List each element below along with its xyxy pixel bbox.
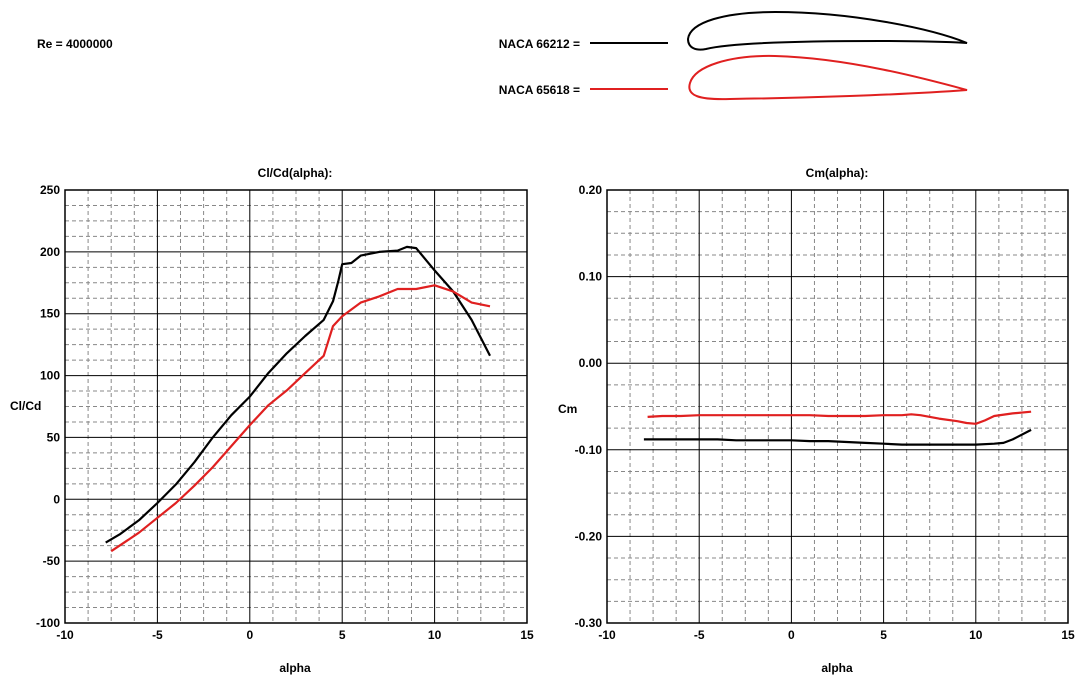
x-tick-label: 0 [246,628,253,642]
x-tick-label: 10 [428,628,442,642]
x-axis-label: alpha [279,661,311,675]
x-tick-label: -5 [694,628,705,642]
y-tick-label: 50 [47,430,61,444]
y-tick-label: 100 [40,369,60,383]
y-tick-label: 200 [40,245,60,259]
x-axis-label: alpha [821,661,853,675]
reynolds-number-label: Re = 4000000 [37,37,113,51]
y-tick-label: 0 [53,492,60,506]
y-tick-label: 0.20 [579,183,603,197]
series-line-naca-66212 [643,428,1032,446]
minor-grid [65,190,527,623]
y-tick-label: -0.10 [575,443,603,457]
cl-cd-chart: Cl/Cd(alpha): Cl/Cd alpha -10 -5 0 5 10 15-10… [10,166,534,675]
x-tick-label: 15 [520,628,534,642]
y-axis-label: Cl/Cd [10,399,41,413]
series-line-naca-65618 [647,410,1032,425]
y-tick-label: 0.10 [579,270,603,284]
y-tick-label: -50 [43,554,61,568]
y-tick-label: -100 [36,616,60,630]
y-tick-label: -0.20 [575,529,603,543]
legend-label-naca-65618: NACA 65618 = [499,83,580,97]
y-tick-label: 150 [40,307,60,321]
legend: NACA 66212 = NACA 65618 = [499,10,968,101]
x-tick-label: -10 [56,628,74,642]
x-tick-label: 15 [1061,628,1075,642]
chart-title: Cl/Cd(alpha): [258,166,333,180]
x-tick-label: 10 [969,628,983,642]
plot-frame [606,189,1069,624]
x-tick-label: 5 [339,628,346,642]
naca-65618-airfoil-icon [688,54,968,101]
series-line-naca-66212 [105,245,491,544]
series-line-naca-65618 [110,284,491,553]
x-tick-label: 0 [788,628,795,642]
y-tick-label: -0.30 [575,616,603,630]
y-tick-label: 250 [40,183,60,197]
y-axis-label: Cm [558,402,577,416]
x-tick-label: 5 [880,628,887,642]
cm-chart: Cm(alpha): Cm alpha -10 -5 0 5 10 15 -0.30 -0.2… [558,166,1075,675]
x-tick-label: -10 [598,628,616,642]
minor-grid [607,190,1068,623]
plot-frame [64,189,528,624]
x-tick-label: -5 [152,628,163,642]
legend-label-naca-66212: NACA 66212 = [499,37,580,51]
chart-title: Cm(alpha): [806,166,869,180]
legend-item-naca-66212: NACA 66212 = [499,10,968,51]
y-tick-label: 0.00 [579,356,603,370]
legend-item-naca-65618: NACA 65618 = [499,54,968,101]
naca-66212-airfoil-icon [686,10,968,51]
